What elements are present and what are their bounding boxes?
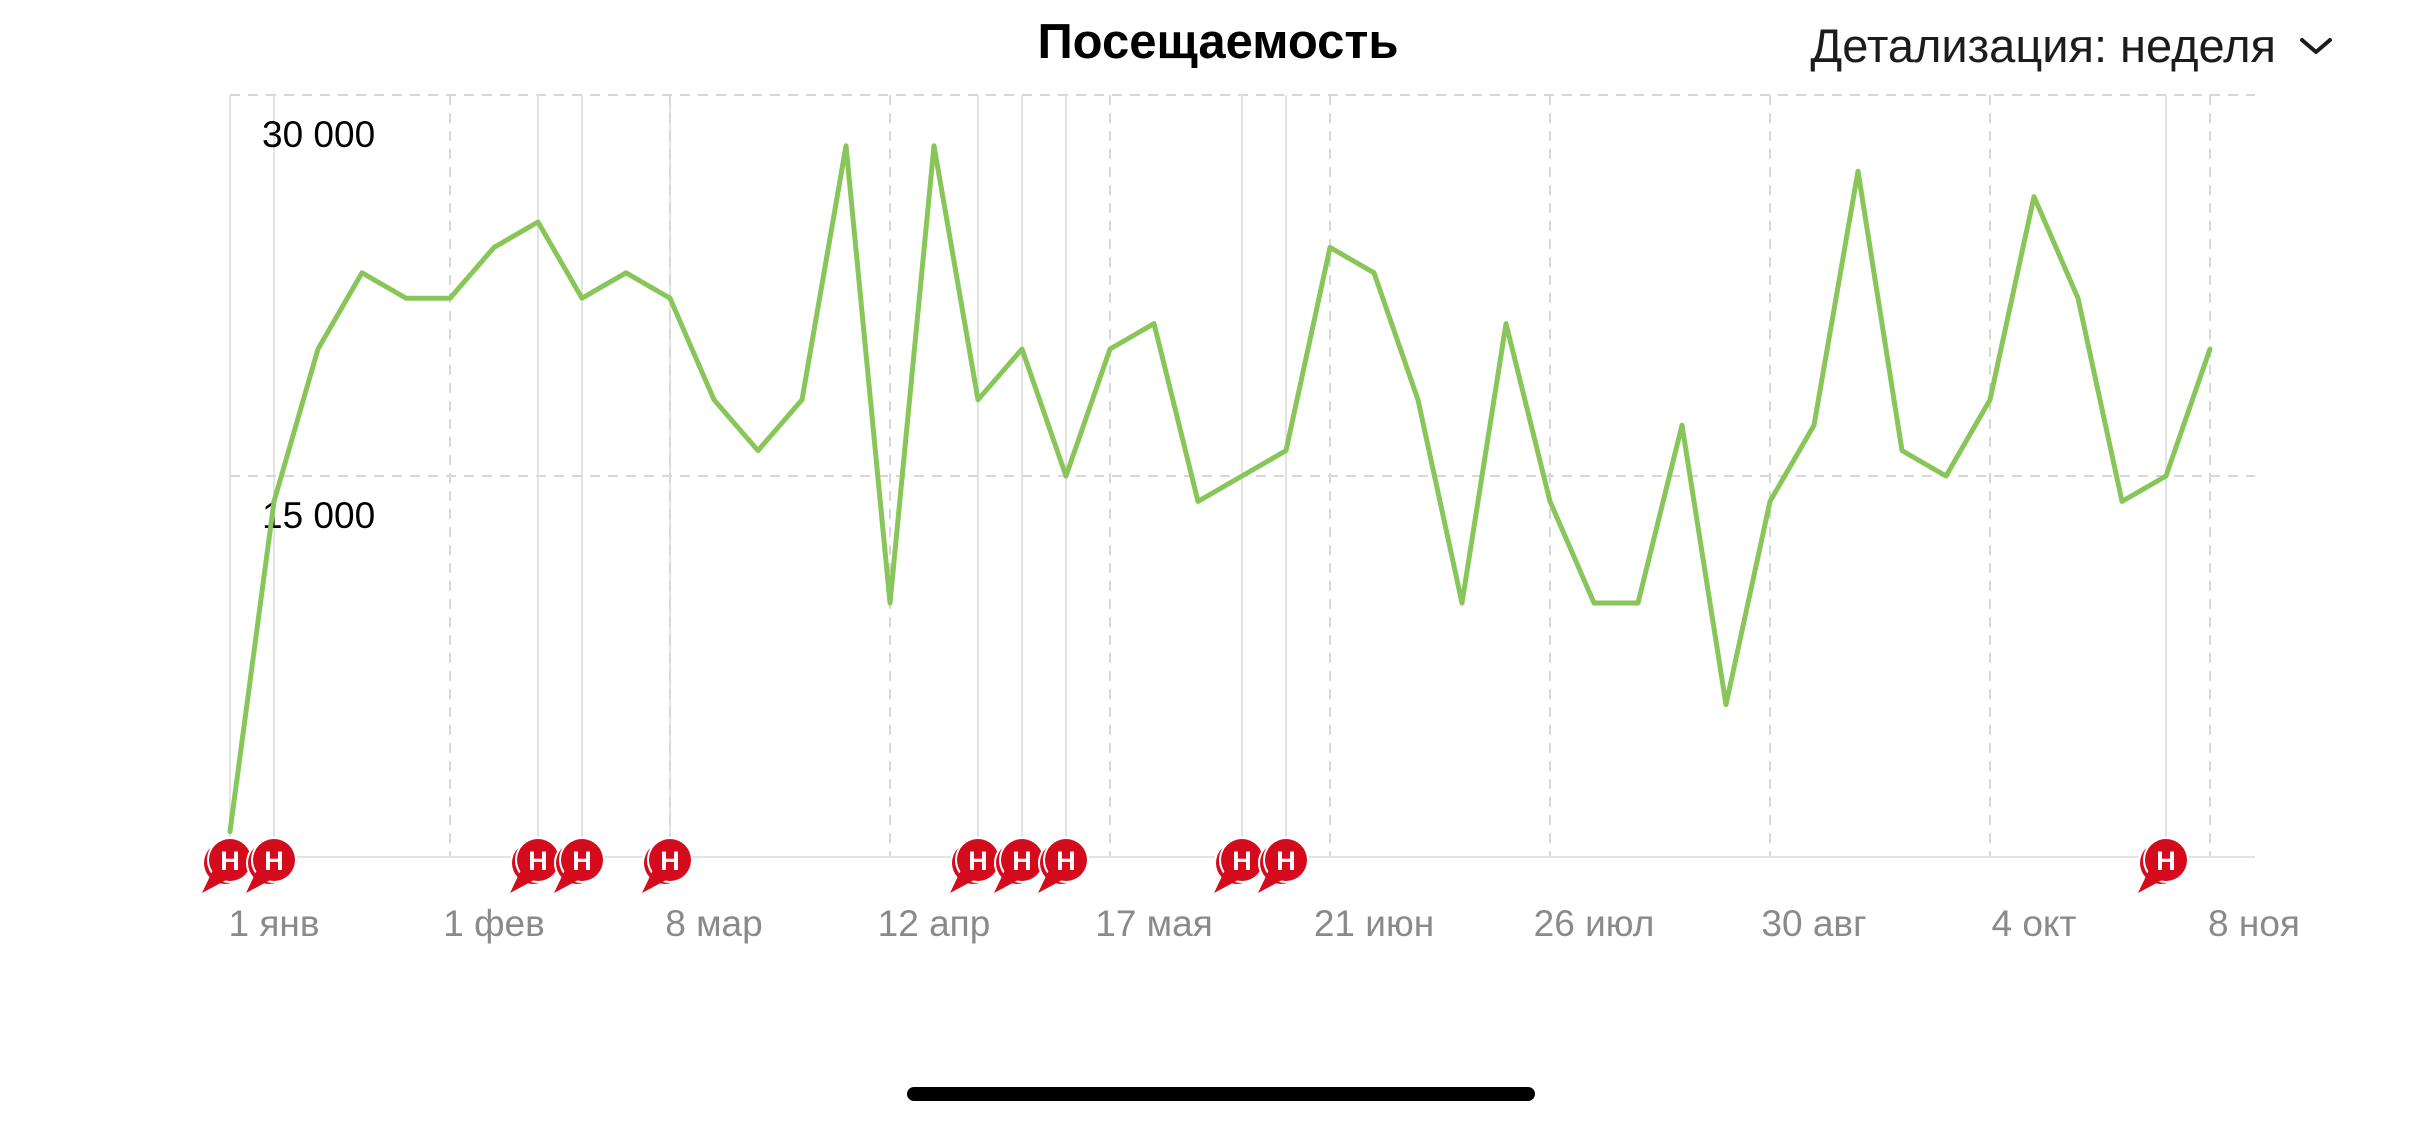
note-marker-tail <box>246 870 272 893</box>
note-marker-icon[interactable]: Н <box>554 837 605 893</box>
note-marker-tail <box>202 870 228 893</box>
note-marker-label: Н <box>220 846 240 876</box>
note-marker-icon[interactable]: Н <box>642 837 693 893</box>
detail-label: Детализация: неделя <box>1810 19 2276 72</box>
note-marker-icon[interactable]: Н <box>1258 837 1309 893</box>
note-marker-tail <box>950 870 976 893</box>
x-tick-label: 8 ноя <box>2208 903 2300 944</box>
note-marker-body <box>561 839 603 881</box>
x-tick-label: 30 авг <box>1761 903 1866 944</box>
note-marker-label: Н <box>1056 846 1076 876</box>
note-marker-tail <box>510 870 536 893</box>
note-marker-label: Н <box>572 846 592 876</box>
y-tick-label: 30 000 <box>262 114 375 155</box>
detail-selector[interactable]: Детализация: неделя <box>1810 18 2334 73</box>
note-marker-icon[interactable]: Н <box>1214 837 1265 893</box>
series-line <box>227 143 2213 835</box>
note-marker-icon[interactable]: Н <box>950 837 1001 893</box>
note-marker-tail <box>554 870 580 893</box>
note-marker-icon[interactable]: Н <box>2138 837 2189 893</box>
x-tick-label: 26 июл <box>1534 903 1655 944</box>
x-tick-label: 21 июн <box>1314 903 1434 944</box>
note-marker-label: Н <box>1012 846 1032 876</box>
x-tick-label: 1 фев <box>443 903 545 944</box>
x-tick-label: 4 окт <box>1992 903 2077 944</box>
note-marker-icon[interactable]: Н <box>994 837 1045 893</box>
note-marker-body <box>2145 839 2187 881</box>
note-marker-label: Н <box>1232 846 1252 876</box>
note-marker-tail <box>1038 870 1064 893</box>
header: Посещаемость Детализация: неделя <box>0 0 2436 95</box>
note-marker-body <box>1221 839 1263 881</box>
note-marker-tail <box>642 870 668 893</box>
note-marker-icon[interactable]: Н <box>202 837 253 893</box>
y-tick-label: 15 000 <box>262 495 375 536</box>
x-tick-label: 1 янв <box>229 903 320 944</box>
note-marker-icon[interactable]: Н <box>1038 837 1089 893</box>
note-marker-tail <box>1214 870 1240 893</box>
note-marker-label: Н <box>660 846 680 876</box>
note-marker-label: Н <box>2156 846 2176 876</box>
chevron-down-icon <box>2300 37 2332 54</box>
note-marker-body <box>957 839 999 881</box>
note-marker-body <box>209 839 251 881</box>
note-marker-body <box>1045 839 1087 881</box>
note-marker-tail <box>994 870 1020 893</box>
note-marker-icon[interactable]: Н <box>246 837 297 893</box>
note-marker-label: Н <box>264 846 284 876</box>
note-marker-label: Н <box>968 846 988 876</box>
x-tick-label: 17 мая <box>1095 903 1213 944</box>
note-marker-body <box>1001 839 1043 881</box>
note-marker-tail <box>2138 870 2164 893</box>
note-marker-body <box>1265 839 1307 881</box>
home-indicator[interactable] <box>907 1087 1535 1101</box>
note-marker-body <box>253 839 295 881</box>
note-marker-label: Н <box>528 846 548 876</box>
note-marker-body <box>517 839 559 881</box>
note-marker-body <box>649 839 691 881</box>
page-title: Посещаемость <box>1037 15 1399 69</box>
note-marker-icon[interactable]: Н <box>510 837 561 893</box>
note-marker-tail <box>1258 870 1284 893</box>
note-marker-label: Н <box>1276 846 1296 876</box>
x-tick-label: 8 мар <box>665 903 762 944</box>
x-tick-label: 12 апр <box>878 903 991 944</box>
